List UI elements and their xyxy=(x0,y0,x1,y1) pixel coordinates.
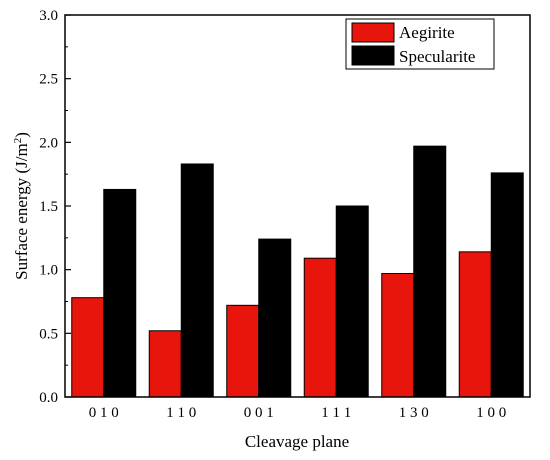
x-tick-label: 1 3 0 xyxy=(399,405,429,421)
bar-aegirite-1 xyxy=(71,297,105,398)
legend-label-aegirite: Aegirite xyxy=(399,23,455,42)
x-axis-title: Cleavage plane xyxy=(245,432,349,451)
x-tick-label: 0 1 0 xyxy=(89,405,119,421)
bar-specularite-4 xyxy=(335,205,369,398)
y-axis-title: Surface energy (J/m2) xyxy=(12,132,31,280)
x-tick-label: 1 1 0 xyxy=(166,405,196,421)
x-tick-label: 1 1 1 xyxy=(321,405,351,421)
bar-specularite-1 xyxy=(103,188,137,398)
bar-aegirite-6 xyxy=(458,251,492,398)
legend: Aegirite Specularite xyxy=(345,18,495,70)
y-axis: 0.0 0.5 1.0 1.5 2.0 2.5 3.0 xyxy=(39,8,71,406)
bar-aegirite-5 xyxy=(381,272,415,398)
legend-label-specularite: Specularite xyxy=(399,47,475,66)
bar-aegirite-4 xyxy=(303,257,337,398)
y-tick-label: 1.5 xyxy=(39,199,58,215)
bar-specularite-5 xyxy=(413,145,447,398)
x-tick-label: 0 0 1 xyxy=(244,405,274,421)
bar-specularite-2 xyxy=(180,163,214,398)
legend-swatch-aegirite xyxy=(351,22,395,43)
y-tick-label: 2.0 xyxy=(39,135,58,151)
x-tick-label: 1 0 0 xyxy=(476,405,506,421)
x-axis: 0 1 0 1 1 0 0 0 1 1 1 1 1 3 0 1 0 0 xyxy=(89,392,506,421)
y-tick-label: 3.0 xyxy=(39,8,58,24)
bar-specularite-3 xyxy=(258,238,292,398)
y-tick-label: 2.5 xyxy=(39,72,58,88)
y-tick-label: 1.0 xyxy=(39,263,58,279)
bars-layer xyxy=(71,145,524,398)
bar-specularite-6 xyxy=(490,172,524,398)
y-tick-label: 0.5 xyxy=(39,326,58,342)
bar-aegirite-3 xyxy=(226,304,260,398)
bar-aegirite-2 xyxy=(148,330,182,398)
y-tick-label: 0.0 xyxy=(39,390,58,406)
legend-swatch-specularite xyxy=(351,45,395,66)
